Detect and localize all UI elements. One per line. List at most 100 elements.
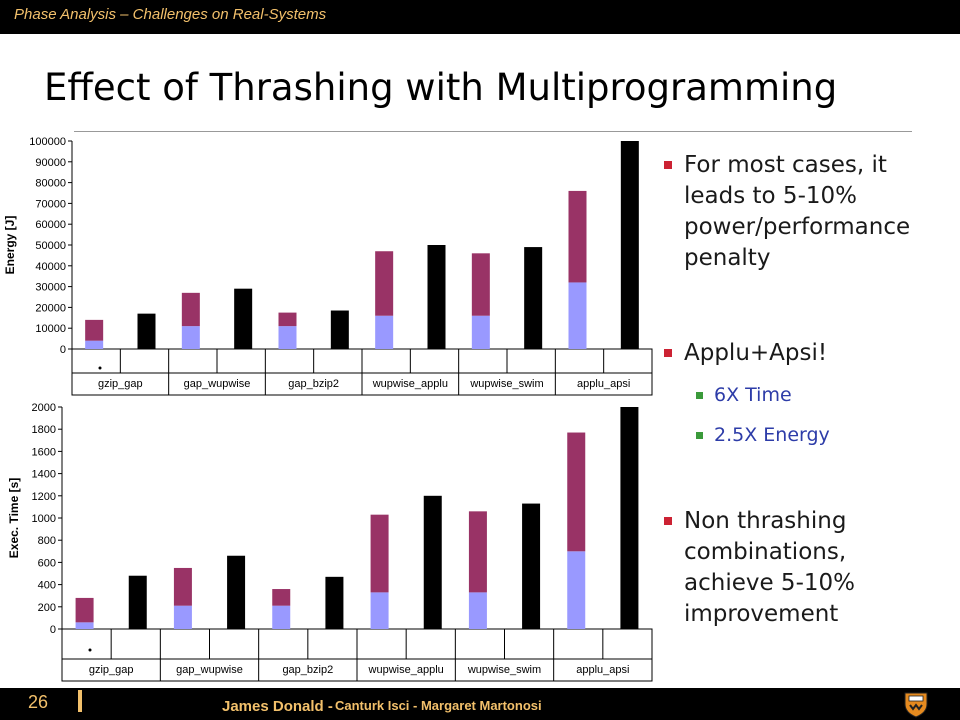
category-label: wupwise_applu — [372, 378, 448, 390]
bar-stacked-top — [173, 567, 192, 606]
y-tick-label: 200 — [38, 602, 56, 614]
bar-black — [427, 245, 446, 349]
category-label: applu_apsi — [577, 378, 630, 390]
page-number: 26 — [28, 692, 49, 712]
bar-stacked-top — [75, 597, 94, 623]
bar-stacked-bottom — [370, 592, 389, 629]
y-tick-label: 400 — [38, 580, 56, 592]
category-label: wupwise_applu — [368, 664, 444, 676]
chart-exec-time: 0 200 400 600 800 1000 1200 1400 1600 1800 2000 Exe… — [7, 402, 653, 682]
bar-stacked-bottom — [85, 340, 104, 349]
sub-bullet-1-text: 6X Time — [714, 384, 792, 406]
bar-black — [227, 555, 246, 629]
y-tick-label: 800 — [38, 535, 56, 547]
category-label: applu_apsi — [576, 664, 629, 676]
bullet-2-line-1: Applu+Apsi! — [684, 340, 828, 366]
bar-stacked-bottom — [568, 282, 587, 349]
charts-area: 0100002000030000400005000060000700008000… — [3, 136, 653, 682]
category-label: gzip_gap — [98, 378, 143, 390]
bullet-marker — [664, 161, 672, 169]
y-tick-label: 0 — [60, 344, 66, 356]
y-tick-label: 0 — [50, 624, 56, 636]
university-shield-icon — [904, 692, 928, 718]
category-label: wupwise_swim — [469, 378, 543, 390]
bar-stacked-top — [567, 432, 586, 552]
y-tick-label: 20000 — [35, 302, 66, 314]
bar-stacked-top — [85, 319, 104, 341]
bullet-3-line-3: achieve 5-10% — [684, 570, 855, 596]
bullet-1-line-3: power/performance — [684, 214, 911, 240]
bar-black — [620, 141, 639, 349]
bar-stacked-bottom — [278, 326, 297, 349]
y-tick-label: 1200 — [32, 491, 56, 503]
y-tick-label: 70000 — [35, 198, 66, 210]
bullet-3-line-1: Non thrashing — [684, 508, 847, 534]
bar-stacked-top — [471, 253, 490, 316]
category-label: gap_bzip2 — [288, 378, 339, 390]
title-divider — [74, 131, 912, 132]
footer-divider — [78, 690, 82, 712]
presenter-name: James Donald - — [222, 698, 333, 715]
bar-stacked-top — [278, 312, 297, 327]
bar-black — [620, 407, 639, 629]
bullet-1-line-1: For most cases, it — [684, 152, 887, 178]
y-tick-label: 60000 — [35, 219, 66, 231]
bullet-1-line-4: penalty — [684, 245, 771, 271]
presentation-subtitle: Phase Analysis – Challenges on Real-Syst… — [14, 6, 327, 23]
marker-dot — [98, 366, 102, 370]
y-axis-label: Energy [J] — [3, 216, 17, 275]
bar-stacked-top — [370, 514, 389, 593]
y-tick-label: 1800 — [32, 424, 56, 436]
bar-black — [325, 576, 344, 629]
bar-black — [137, 313, 156, 349]
bar-black — [522, 503, 541, 629]
y-tick-label: 90000 — [35, 157, 66, 169]
marker-dot — [88, 648, 92, 652]
bar-stacked-bottom — [471, 315, 490, 349]
bar-stacked-top — [375, 251, 394, 316]
bullet-3-line-2: combinations, — [684, 539, 847, 565]
y-axis-label: Exec. Time [s] — [7, 478, 21, 558]
bar-stacked-top — [272, 589, 291, 606]
sub-bullet-marker — [696, 432, 703, 439]
y-tick-label: 2000 — [32, 402, 56, 414]
bar-stacked-bottom — [272, 605, 291, 629]
y-tick-label: 1000 — [32, 513, 56, 525]
bullet-1-line-2: leads to 5-10% — [684, 183, 857, 209]
bar-black — [330, 310, 349, 349]
bar-stacked-bottom — [173, 605, 192, 629]
category-label: gap_bzip2 — [282, 664, 333, 676]
category-label: gap_wupwise — [184, 378, 251, 390]
bar-black — [423, 495, 442, 629]
bullet-marker — [664, 517, 672, 525]
y-tick-label: 30000 — [35, 282, 66, 294]
bar-stacked-bottom — [75, 622, 94, 629]
y-tick-label: 1600 — [32, 446, 56, 458]
category-label: gzip_gap — [89, 664, 134, 676]
y-tick-label: 80000 — [35, 178, 66, 190]
bar-stacked-top — [568, 190, 587, 283]
sub-bullet-2-text: 2.5X Energy — [714, 424, 830, 446]
y-tick-label: 10000 — [35, 323, 66, 335]
y-tick-label: 50000 — [35, 240, 66, 252]
chart-energy: 0 10000 20000 30000 40000 50000 60000 70000 8000… — [3, 136, 653, 396]
coauthor-names: Canturk Isci - Margaret Martonosi — [335, 698, 542, 713]
y-tick-label: 40000 — [35, 261, 66, 273]
bar-stacked-bottom — [468, 592, 487, 629]
bar-black — [128, 575, 147, 629]
bar-stacked-bottom — [567, 551, 586, 629]
bar-stacked-bottom — [375, 315, 394, 349]
footer-bar: 26 James Donald - Canturk Isci - Margare… — [0, 688, 960, 720]
category-label: gap_wupwise — [176, 664, 243, 676]
y-tick-label: 600 — [38, 557, 56, 569]
bullet-marker — [664, 349, 672, 357]
y-tick-label: 100000 — [29, 136, 66, 148]
bar-black — [234, 288, 253, 349]
bar-stacked-top — [468, 511, 487, 593]
top-bar: Phase Analysis – Challenges on Real-Syst… — [0, 0, 960, 34]
sub-bullet-marker — [696, 392, 703, 399]
bar-black — [524, 247, 543, 349]
slide-title: Effect of Thrashing with Multiprogrammin… — [44, 66, 838, 109]
y-tick-label: 1400 — [32, 469, 56, 481]
bar-stacked-top — [181, 292, 200, 327]
